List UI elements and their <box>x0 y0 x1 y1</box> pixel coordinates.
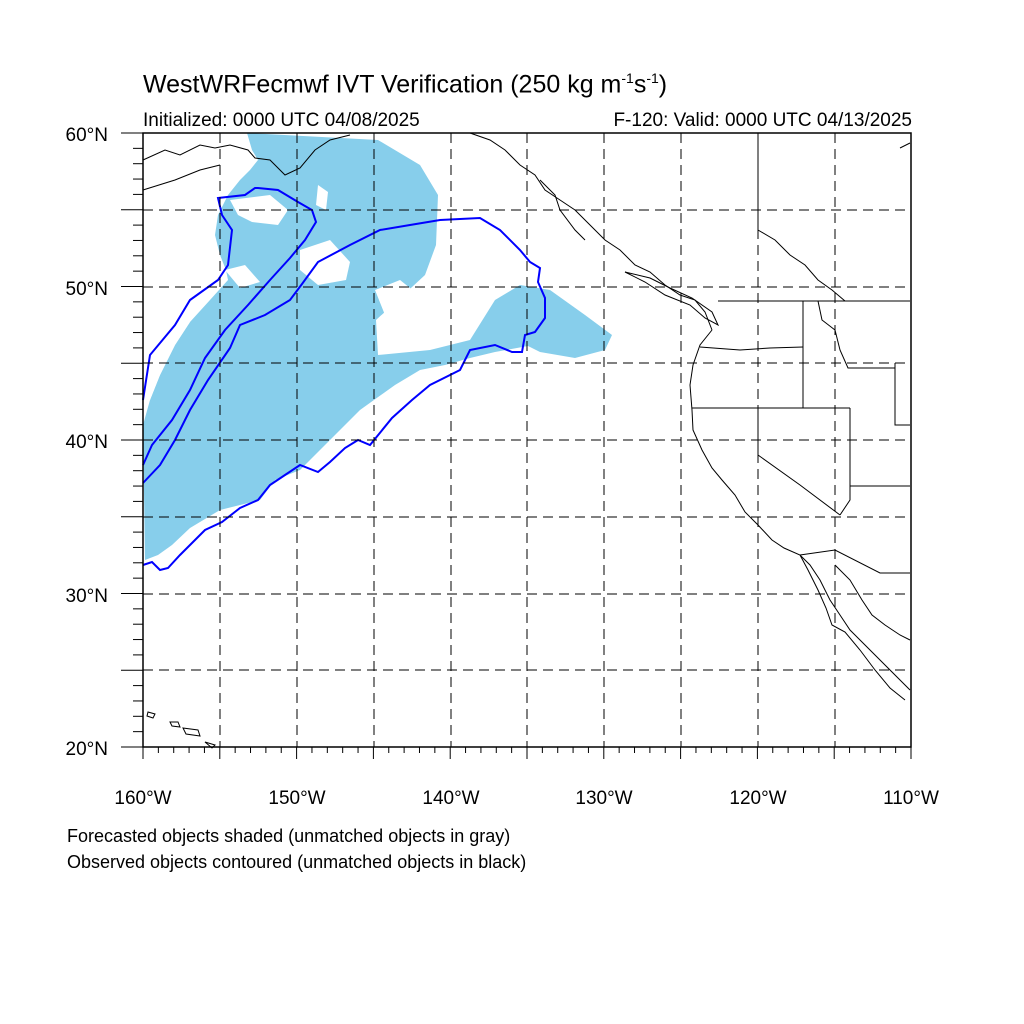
lon-label: 140°W <box>422 788 479 809</box>
coastlines <box>142 132 911 749</box>
lat-label: 30°N <box>66 586 108 607</box>
forecast-gap <box>316 185 328 210</box>
lon-label: 110°W <box>883 788 939 809</box>
lat-label: 20°N <box>66 739 108 760</box>
forecast-gap <box>375 280 420 315</box>
lon-label: 120°W <box>729 788 786 809</box>
coastline-alaska-2 <box>142 164 221 191</box>
lon-label: 150°W <box>268 788 325 809</box>
lat-label: 50°N <box>66 279 108 300</box>
island-hawaii-2 <box>169 721 181 728</box>
border-nv <box>757 408 841 516</box>
border-nv-ut <box>839 408 851 516</box>
tick-marks <box>121 132 912 759</box>
coastline-canada <box>469 132 713 331</box>
chart-title: WestWRFecmwf IVT Verification (250 kg m-… <box>143 70 668 99</box>
valid-time-label: F-120: Valid: 0000 UTC 04/13/2025 <box>613 110 912 131</box>
coastline-gulf <box>834 564 911 641</box>
border-wa-or <box>699 346 804 351</box>
lat-label: 40°N <box>66 432 108 453</box>
island-vancouver <box>624 271 720 327</box>
border-id-mt <box>817 300 895 369</box>
border-us-mexico <box>799 549 910 574</box>
border-mt-wy <box>894 363 910 426</box>
observed-note: Observed objects contoured (unmatched ob… <box>67 852 527 872</box>
forecast-gap <box>225 265 260 288</box>
political-boundaries <box>692 133 910 574</box>
lat-label: 60°N <box>66 125 108 146</box>
border-bc-alberta <box>757 133 846 302</box>
lon-label: 160°W <box>114 788 171 809</box>
graticule <box>143 133 911 747</box>
island-hawaii-3 <box>182 727 201 737</box>
lon-label: 130°W <box>575 788 632 809</box>
coastline-us-west <box>689 329 911 691</box>
coastline-alaska <box>142 134 351 176</box>
forecast-note: Forecasted objects shaded (unmatched obj… <box>67 826 511 846</box>
observed-contour <box>142 216 546 572</box>
forecast-gap <box>143 315 190 410</box>
coastline-baja <box>799 554 906 701</box>
axis-labels: 60°N 50°N 40°N 30°N 20°N 160°W 150°W 140… <box>66 125 939 809</box>
forecast-object <box>143 133 612 560</box>
island-hawaii-1 <box>146 711 156 719</box>
coastline-canada-upper <box>899 142 911 149</box>
initialized-label: Initialized: 0000 UTC 04/08/2025 <box>143 110 420 131</box>
